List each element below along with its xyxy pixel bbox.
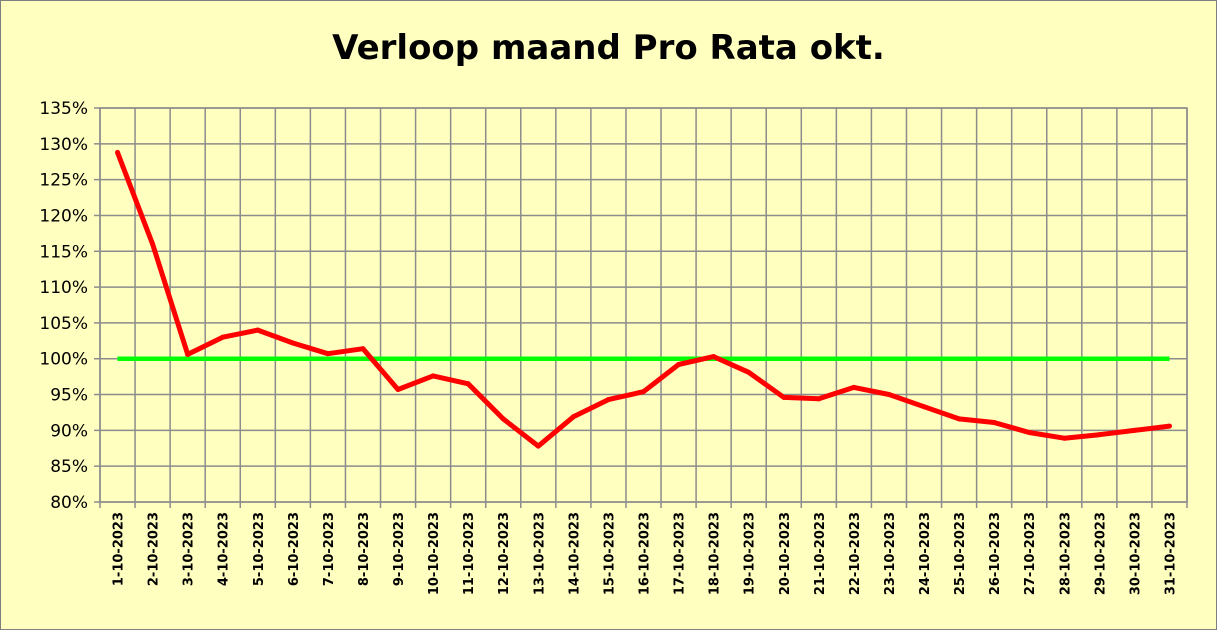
- data-point: [781, 394, 787, 400]
- data-point: [641, 389, 646, 395]
- data-point: [255, 327, 261, 333]
- x-tick-label: 25-10-2023: [953, 512, 968, 595]
- x-tick-label: 12-10-2023: [497, 512, 512, 595]
- data-point: [816, 396, 822, 402]
- data-point: [1096, 432, 1102, 438]
- x-tick-label: 31-10-2023: [1163, 512, 1178, 595]
- x-tick-label: 29-10-2023: [1093, 512, 1108, 595]
- x-tick-label: 19-10-2023: [743, 512, 758, 595]
- data-point: [360, 346, 366, 352]
- x-tick-label: 14-10-2023: [567, 512, 582, 595]
- data-point: [500, 416, 506, 422]
- x-tick-label: 18-10-2023: [708, 512, 723, 595]
- y-tick-label: 105%: [39, 314, 88, 334]
- plot-area: [100, 108, 1187, 502]
- data-point: [290, 340, 296, 346]
- data-point: [676, 361, 682, 367]
- data-point: [851, 384, 857, 390]
- y-tick-label: 125%: [39, 171, 88, 191]
- data-point: [220, 334, 226, 340]
- data-point: [465, 381, 471, 387]
- x-tick-label: 5-10-2023: [252, 512, 267, 586]
- x-tick-label: 23-10-2023: [883, 512, 898, 595]
- data-point: [115, 149, 121, 155]
- data-point: [1131, 427, 1137, 433]
- x-tick-label: 24-10-2023: [918, 512, 933, 595]
- x-tick-label: 16-10-2023: [638, 512, 653, 595]
- x-tick-label: 4-10-2023: [217, 512, 232, 586]
- y-tick-label: 130%: [39, 135, 88, 155]
- data-point: [430, 373, 436, 379]
- x-tick-label: 3-10-2023: [182, 512, 197, 586]
- y-tick-label: 90%: [50, 421, 88, 441]
- plot-border: [99, 107, 1188, 503]
- data-point: [185, 351, 191, 357]
- data-point: [1166, 423, 1172, 429]
- data-point: [570, 414, 576, 420]
- chart-title: Verloop maand Pro Rata okt.: [332, 28, 885, 68]
- data-point: [746, 369, 752, 375]
- data-point: [1061, 435, 1067, 441]
- data-point: [711, 354, 717, 360]
- data-point: [535, 443, 541, 449]
- x-tick-label: 11-10-2023: [462, 512, 477, 595]
- x-tick-label: 27-10-2023: [1023, 512, 1038, 595]
- x-tick-label: 26-10-2023: [988, 512, 1003, 595]
- data-point: [150, 241, 156, 247]
- data-point: [325, 351, 331, 357]
- y-tick-label: 135%: [39, 99, 88, 119]
- y-tick-label: 95%: [50, 386, 88, 406]
- x-tick-label: 17-10-2023: [673, 512, 688, 595]
- data-point: [395, 387, 401, 393]
- x-tick-label: 28-10-2023: [1058, 512, 1073, 595]
- y-tick-label: 120%: [39, 206, 88, 226]
- x-tick-label: 20-10-2023: [778, 512, 793, 595]
- data-point: [921, 404, 927, 410]
- data-point: [886, 392, 892, 398]
- x-tick-label: 7-10-2023: [322, 512, 337, 586]
- x-tick-label: 8-10-2023: [357, 512, 372, 586]
- data-point: [1026, 430, 1032, 436]
- data-point: [605, 397, 611, 403]
- x-tick-label: 13-10-2023: [532, 512, 547, 595]
- data-point: [991, 419, 997, 425]
- x-tick-label: 1-10-2023: [112, 512, 127, 586]
- x-tick-label: 30-10-2023: [1128, 512, 1143, 595]
- y-tick-label: 80%: [50, 493, 88, 513]
- x-tick-label: 21-10-2023: [813, 512, 828, 595]
- y-tick-label: 100%: [39, 350, 88, 370]
- y-tick-label: 85%: [50, 457, 88, 477]
- x-tick-label: 9-10-2023: [392, 512, 407, 586]
- y-tick-label: 115%: [39, 242, 88, 262]
- data-point: [956, 416, 962, 422]
- x-tick-label: 15-10-2023: [602, 512, 617, 595]
- x-tick-label: 22-10-2023: [848, 512, 863, 595]
- y-tick-label: 110%: [39, 278, 88, 298]
- x-tick-label: 10-10-2023: [427, 512, 442, 595]
- x-tick-label: 2-10-2023: [147, 512, 162, 586]
- x-tick-label: 6-10-2023: [287, 512, 302, 586]
